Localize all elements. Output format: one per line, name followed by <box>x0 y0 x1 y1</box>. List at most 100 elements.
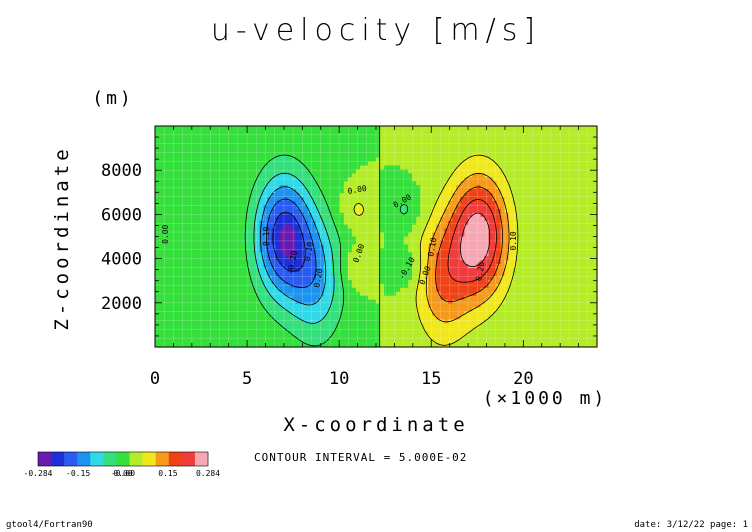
contour-cell <box>327 299 333 305</box>
contour-cell <box>460 141 465 147</box>
contour-cell <box>416 299 421 305</box>
contour-cell <box>347 145 353 151</box>
contour-cell <box>203 145 208 151</box>
contour-cell <box>215 268 220 273</box>
contour-cell <box>195 197 200 202</box>
contour-cell <box>388 185 393 190</box>
contour-cell <box>287 307 293 313</box>
contour-cell <box>159 181 164 186</box>
contour-cell <box>456 145 461 151</box>
contour-cell <box>347 141 353 147</box>
contour-cell <box>488 248 494 253</box>
contour-cell <box>307 165 313 171</box>
contour-cell <box>416 272 421 277</box>
contour-cell <box>496 252 502 257</box>
contour-cell <box>335 220 341 226</box>
contour-cell <box>456 228 461 234</box>
contour-cell <box>355 137 361 143</box>
contour-cell <box>396 311 401 317</box>
contour-cell <box>488 173 494 178</box>
contour-cell <box>420 283 425 289</box>
contour-cell <box>472 208 478 214</box>
contour-cell <box>363 272 369 277</box>
contour-cell <box>315 291 321 297</box>
contour-cell <box>488 323 494 328</box>
contour-cell <box>287 165 293 171</box>
contour-cell <box>231 141 236 147</box>
contour-cell <box>327 137 333 143</box>
contour-cell <box>339 319 345 324</box>
contour-cell <box>456 169 461 174</box>
contour-cell <box>335 133 341 139</box>
contour-cell <box>392 260 397 265</box>
contour-cell <box>247 315 253 320</box>
contour-cell <box>396 287 401 293</box>
contour-cell <box>392 335 397 340</box>
contour-cell <box>251 268 257 273</box>
contour-cell <box>367 212 373 218</box>
contour-cell <box>259 208 265 214</box>
contour-cell <box>476 189 482 194</box>
contour-cell <box>351 197 357 202</box>
contour-cell <box>412 208 417 214</box>
contour-cell <box>191 311 196 317</box>
contour-cell <box>468 141 474 147</box>
contour-cell <box>271 200 277 206</box>
contour-cell <box>508 177 514 182</box>
contour-cell <box>448 240 453 245</box>
contour-cell <box>307 299 313 305</box>
contour-cell <box>211 283 216 289</box>
contour-cell <box>195 260 200 265</box>
contour-cell <box>263 177 269 182</box>
contour-cell <box>359 197 365 202</box>
contour-cell <box>476 260 482 265</box>
contour-cell <box>263 181 269 186</box>
contour-cell <box>251 224 257 230</box>
contour-cell <box>179 331 184 336</box>
contour-cell <box>363 216 369 222</box>
contour-cell <box>339 173 345 178</box>
contour-cell <box>363 307 369 313</box>
contour-cell <box>203 319 208 324</box>
contour-cell <box>199 204 204 210</box>
contour-cell <box>235 303 240 309</box>
contour-cell <box>179 141 184 147</box>
contour-cell <box>303 193 309 198</box>
contour-cell <box>408 197 413 202</box>
contour-cell <box>291 204 297 210</box>
contour-cell <box>460 244 465 249</box>
contour-cell <box>488 311 494 317</box>
contour-cell <box>488 193 494 198</box>
contour-cell <box>255 240 261 245</box>
contour-cell <box>239 244 244 249</box>
contour-cell <box>456 323 461 328</box>
contour-cell <box>263 193 269 198</box>
contour-cell <box>363 275 369 281</box>
contour-cell <box>456 260 461 265</box>
contour-cell <box>183 319 188 324</box>
contour-cell <box>472 283 478 289</box>
contour-cell <box>251 299 257 305</box>
contour-cell <box>428 141 433 147</box>
contour-cell <box>179 343 184 348</box>
contour-cell <box>283 129 289 135</box>
contour-cell <box>408 323 413 328</box>
contour-cell <box>412 212 417 218</box>
contour-cell <box>492 303 498 309</box>
contour-cell <box>195 327 200 332</box>
contour-cell <box>287 339 293 344</box>
contour-cell <box>323 252 329 257</box>
contour-cell <box>504 224 510 230</box>
contour-cell <box>436 327 441 332</box>
contour-cell <box>199 307 204 313</box>
contour-cell <box>191 133 196 139</box>
contour-cell <box>279 339 285 344</box>
contour-cell <box>327 331 333 336</box>
contour-cell <box>376 339 381 344</box>
contour-cell <box>500 220 506 226</box>
contour-cell <box>351 181 357 186</box>
contour-cell <box>215 228 220 234</box>
contour-cell <box>219 248 224 253</box>
contour-cell <box>167 248 172 253</box>
contour-cell <box>239 153 244 159</box>
